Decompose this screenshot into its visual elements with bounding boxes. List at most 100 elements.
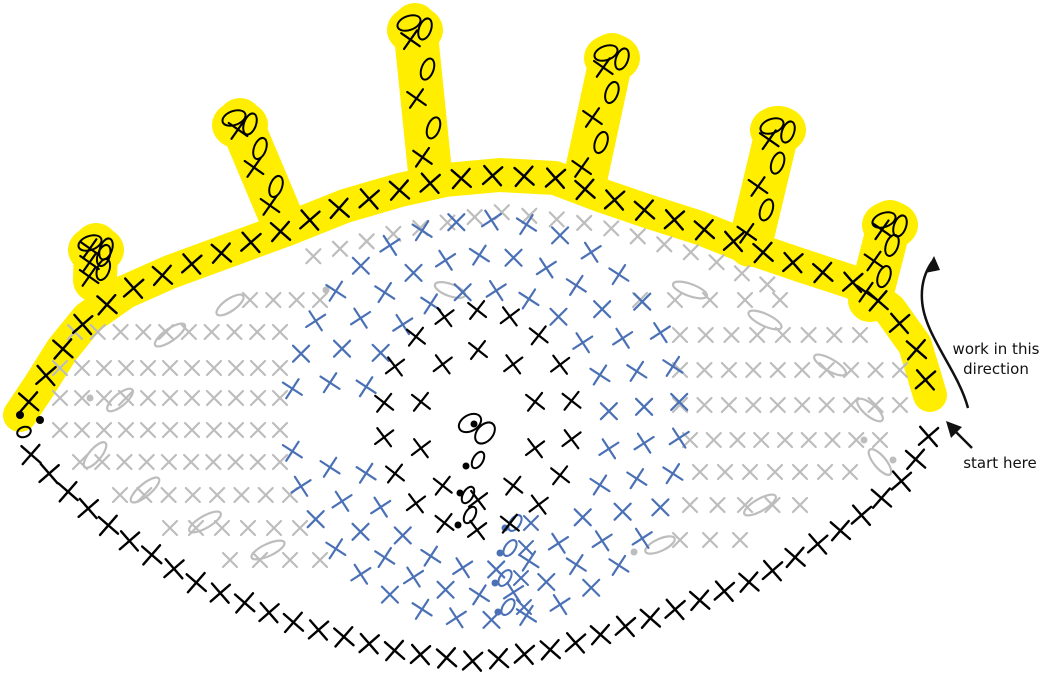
chain-stitch bbox=[502, 539, 518, 557]
stitch-stroke bbox=[152, 264, 172, 287]
stitch-stroke bbox=[917, 426, 940, 446]
stitch-stroke bbox=[358, 634, 381, 654]
stitch-stroke bbox=[818, 396, 835, 414]
stitch-stroke bbox=[94, 453, 111, 471]
stitch-stroke bbox=[800, 431, 817, 449]
stitch-stroke bbox=[629, 360, 645, 382]
chain-stitch bbox=[644, 535, 676, 555]
single-crochet-stitch bbox=[753, 431, 770, 449]
single-crochet-stitch bbox=[593, 300, 612, 319]
single-crochet-stitch bbox=[351, 522, 370, 541]
single-crochet-stitch bbox=[73, 421, 91, 439]
single-crochet-stitch bbox=[662, 463, 684, 485]
chain-stitch bbox=[16, 425, 32, 439]
single-crochet-stitch bbox=[281, 440, 303, 462]
stitch-stroke bbox=[135, 323, 152, 341]
stitch-stroke bbox=[58, 480, 78, 503]
direction-arrow bbox=[920, 261, 970, 409]
stitch-stroke bbox=[549, 597, 571, 612]
single-crochet-stitch bbox=[355, 376, 377, 398]
single-crochet-stitch bbox=[548, 211, 565, 228]
single-crochet-stitch bbox=[826, 326, 843, 344]
stitch-stroke bbox=[358, 462, 374, 484]
slip-stitch bbox=[470, 420, 478, 428]
slip-stitch bbox=[860, 436, 868, 444]
stitch-stroke bbox=[774, 326, 791, 344]
stitch-stroke bbox=[535, 260, 557, 276]
single-crochet-stitch bbox=[664, 598, 686, 621]
stitch-stroke bbox=[306, 510, 325, 529]
single-crochet-stitch bbox=[513, 165, 535, 188]
single-crochet-stitch bbox=[791, 496, 809, 514]
single-crochet-stitch bbox=[613, 502, 632, 521]
stitch-stroke bbox=[226, 323, 243, 341]
single-crochet-stitch bbox=[890, 470, 913, 492]
single-crochet-stitch bbox=[914, 369, 937, 391]
single-crochet-stitch bbox=[205, 389, 223, 407]
stitch-stroke bbox=[374, 429, 395, 446]
single-crochet-stitch bbox=[111, 486, 129, 504]
single-crochet-stitch bbox=[17, 391, 40, 413]
stitch-stroke bbox=[407, 326, 425, 347]
stitch-stroke bbox=[499, 308, 520, 325]
stitch-stroke bbox=[472, 244, 487, 266]
single-crochet-stitch bbox=[135, 323, 152, 341]
single-crochet-stitch bbox=[233, 486, 250, 504]
single-crochet-stitch bbox=[589, 623, 612, 646]
single-crochet-stitch bbox=[249, 453, 266, 471]
stitch-stroke bbox=[71, 314, 94, 335]
single-crochet-stitch bbox=[411, 598, 433, 620]
stitch-stroke bbox=[139, 359, 157, 377]
single-crochet-stitch bbox=[688, 589, 711, 612]
single-crochet-stitch bbox=[561, 390, 582, 411]
stitch-stroke bbox=[283, 611, 303, 634]
single-crochet-stitch bbox=[917, 425, 940, 448]
stitch-stroke bbox=[576, 214, 593, 232]
single-crochet-stitch bbox=[550, 226, 570, 245]
stitch-stroke bbox=[329, 197, 349, 220]
single-crochet-stitch bbox=[867, 396, 884, 414]
single-crochet-stitch bbox=[450, 167, 473, 190]
stitch-stroke bbox=[528, 496, 549, 513]
stitch-stroke bbox=[183, 359, 201, 377]
single-crochet-stitch bbox=[271, 359, 289, 377]
stitch-stroke bbox=[722, 231, 745, 251]
stitch-stroke bbox=[549, 356, 571, 373]
body-rounds bbox=[51, 204, 909, 569]
stitch-stroke bbox=[503, 356, 524, 373]
single-crochet-stitch bbox=[603, 189, 626, 211]
stitch-stroke bbox=[311, 551, 329, 569]
stitch-stroke bbox=[412, 219, 429, 237]
start-annotation: start here bbox=[963, 454, 1037, 472]
stitch-stroke bbox=[434, 475, 451, 496]
single-crochet-stitch bbox=[73, 359, 91, 377]
single-crochet-stitch bbox=[904, 448, 927, 471]
single-crochet-stitch bbox=[447, 213, 466, 232]
single-crochet-stitch bbox=[708, 254, 725, 271]
stitch-stroke bbox=[521, 550, 537, 572]
single-crochet-stitch bbox=[589, 474, 611, 496]
single-crochet-stitch bbox=[410, 438, 432, 459]
stitch-stroke bbox=[668, 430, 690, 446]
single-crochet-stitch bbox=[612, 327, 634, 349]
stitch-stroke bbox=[592, 474, 608, 496]
chain-stitch bbox=[856, 397, 884, 423]
stitch-stroke bbox=[480, 212, 503, 228]
stitch-stroke bbox=[769, 361, 786, 379]
single-crochet-stitch bbox=[400, 29, 421, 51]
stitch-stroke bbox=[590, 623, 611, 646]
stitch-stroke bbox=[806, 534, 829, 554]
single-crochet-stitch bbox=[738, 571, 760, 593]
single-crochet-stitch bbox=[843, 396, 860, 414]
stitch-stroke bbox=[358, 376, 374, 398]
stitch-stroke bbox=[19, 391, 39, 413]
single-crochet-stitch bbox=[547, 532, 570, 554]
single-crochet-stitch bbox=[466, 208, 483, 226]
single-crochet-stitch bbox=[453, 283, 472, 302]
stitch-stroke bbox=[160, 453, 177, 471]
single-crochet-stitch bbox=[891, 396, 909, 414]
single-crochet-stitch bbox=[503, 475, 524, 496]
stitch-stroke bbox=[414, 220, 430, 242]
stitch-stroke bbox=[331, 494, 353, 509]
single-crochet-stitch bbox=[227, 453, 244, 471]
